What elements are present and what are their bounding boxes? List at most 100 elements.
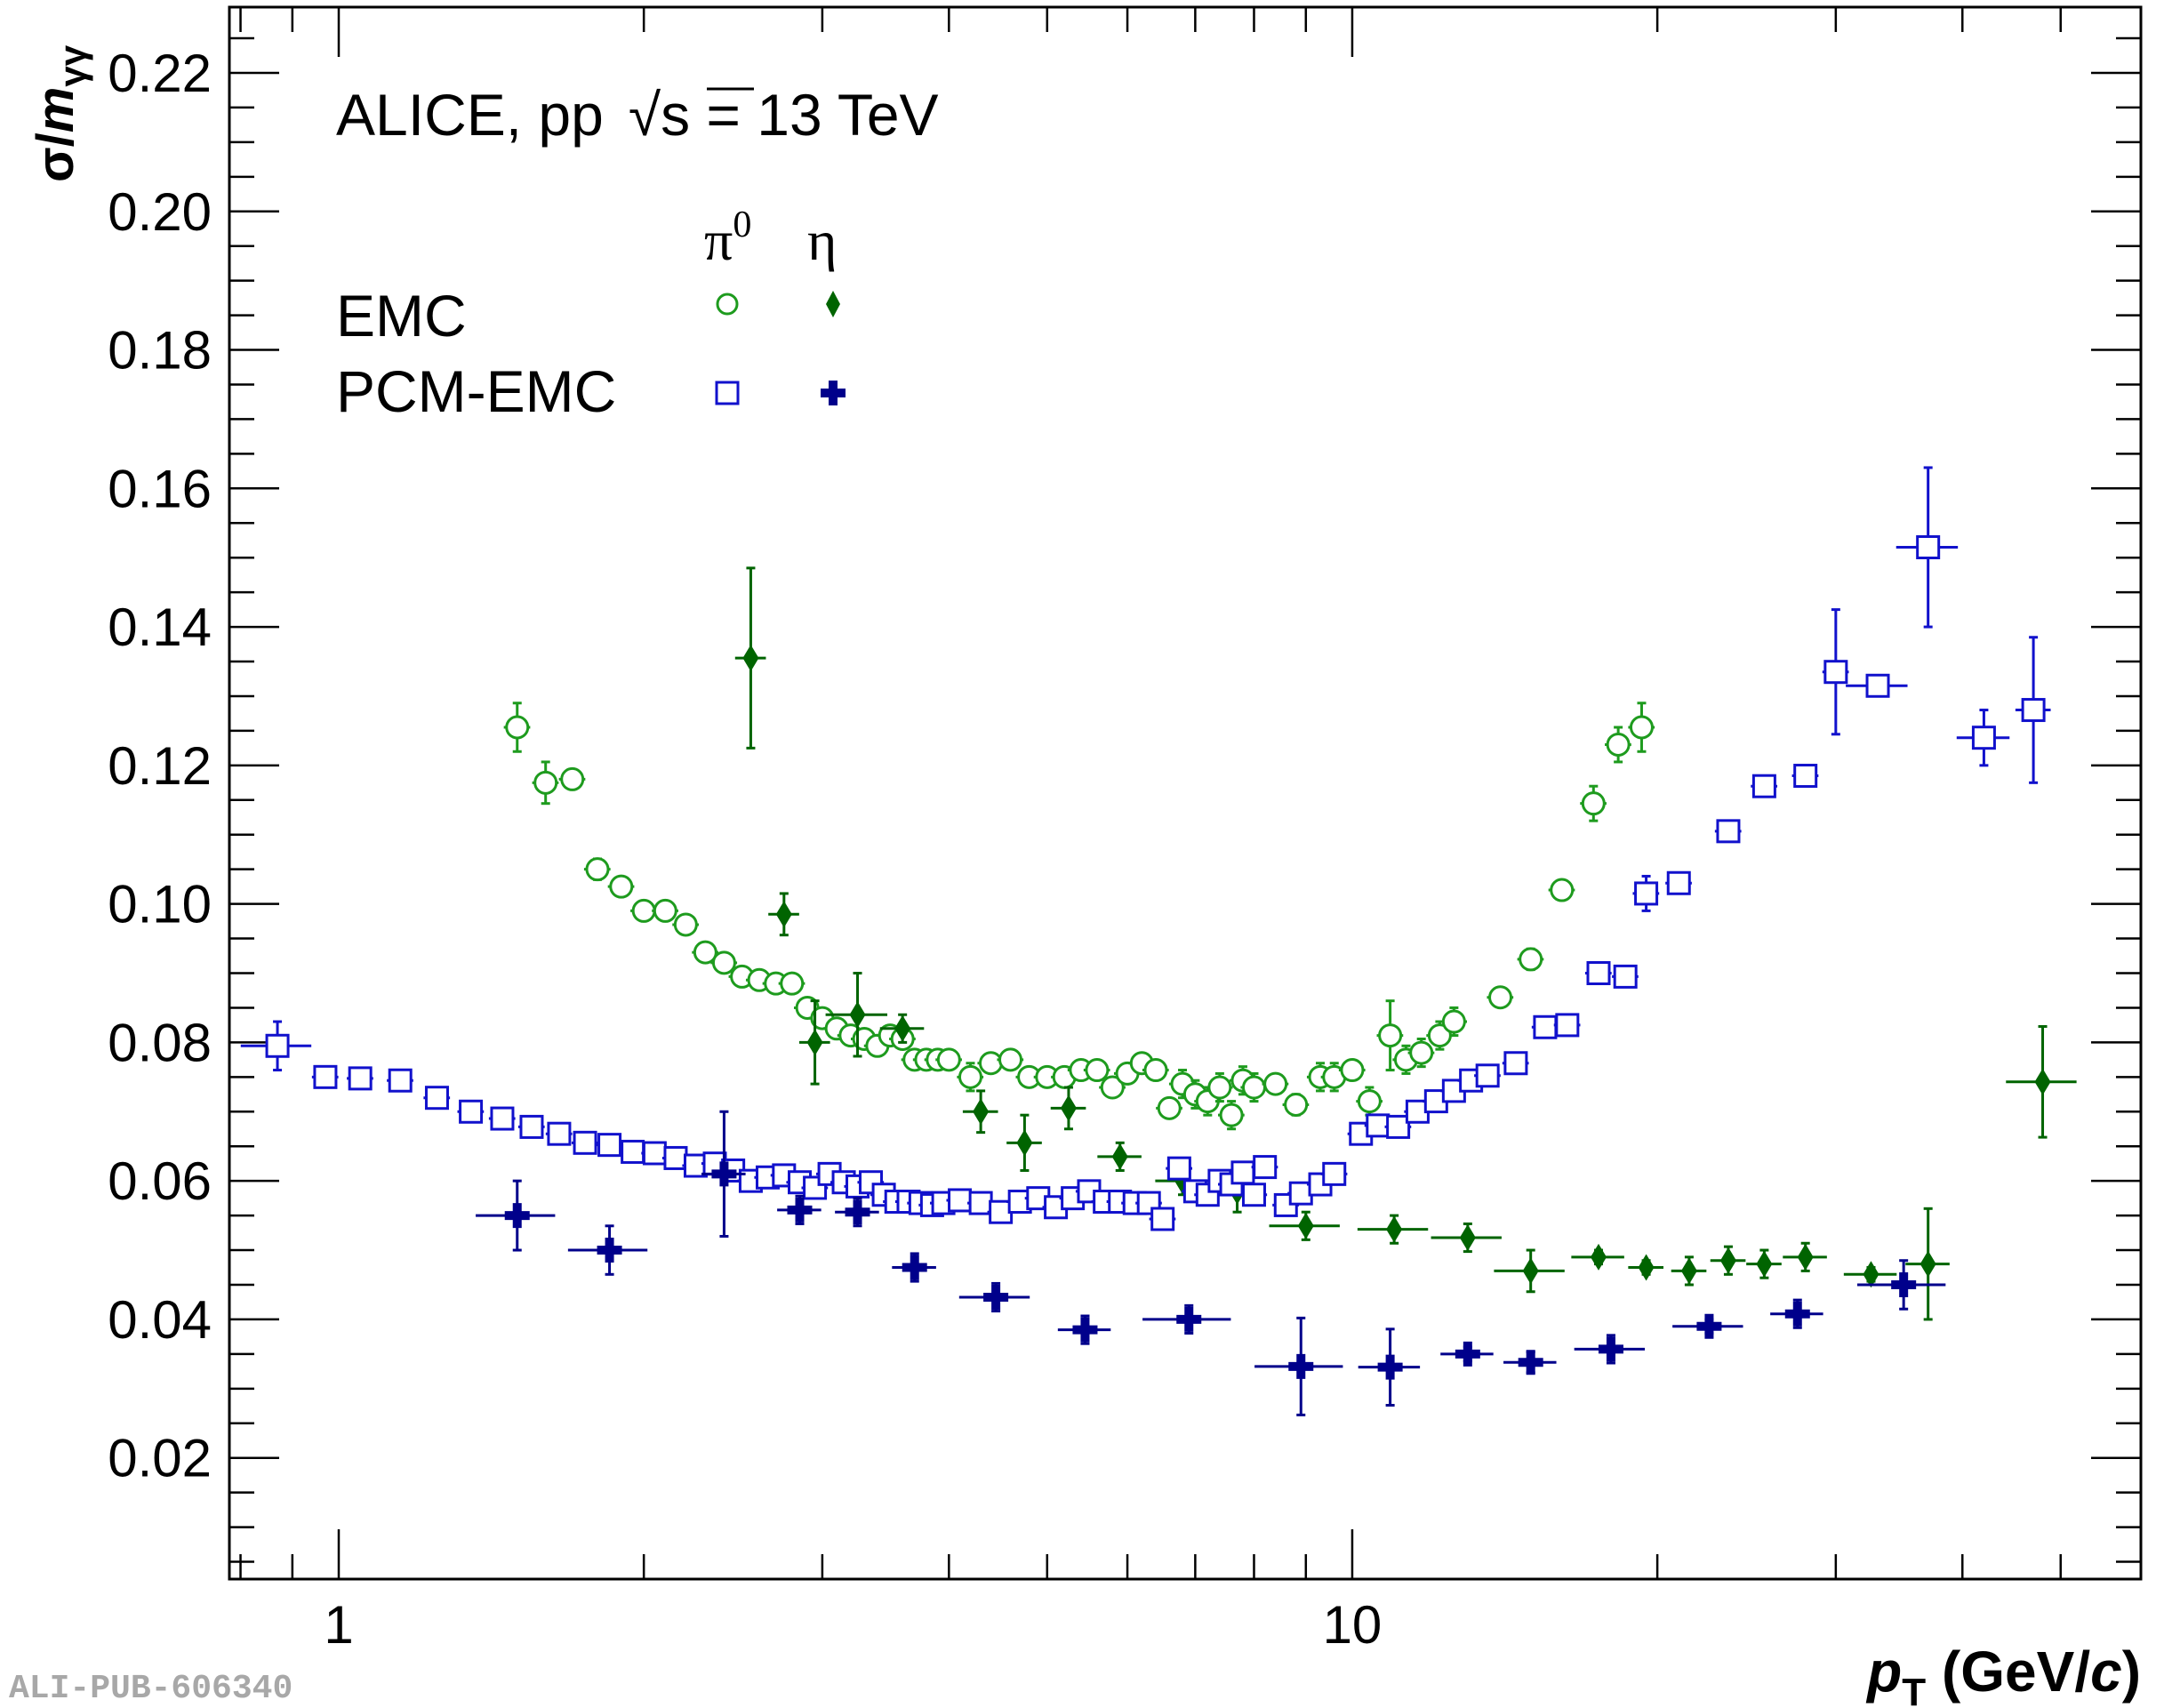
marker-filled-cross [1696,1313,1722,1339]
data-point [387,1068,413,1093]
data-point [1357,1214,1429,1245]
data-point [1440,1006,1468,1038]
marker-open-circle [936,1047,961,1072]
marker-open-circle [1488,985,1513,1010]
x-tick-label: 1 [324,1595,353,1655]
data-point [2006,1024,2077,1139]
data-point [1206,1071,1233,1103]
data-point [1612,964,1639,989]
marker-open-square [1793,764,1818,789]
data-point [1440,1341,1494,1367]
x-axis-label-unit-pre: (GeV/ [1926,1640,2090,1704]
marker-open-square [1555,1013,1580,1038]
marker-filled-diamond [742,645,759,672]
marker-open-square [1586,961,1611,986]
marker-filled-diamond [973,1098,990,1126]
x-axis-label: pT (GeV/c) [1865,1640,2141,1708]
marker-open-square [1366,1113,1391,1138]
series-3 [476,1110,1946,1416]
data-point [1229,1160,1256,1185]
marker-filled-diamond [1591,1243,1607,1271]
y-tick-label: 0.10 [108,875,212,934]
marker-filled-diamond [1297,1212,1314,1239]
marker-open-square [1322,1161,1347,1186]
x-axis-label-unit-c: c [2090,1640,2122,1704]
data-point [1338,1058,1366,1083]
marker-open-square [597,1133,622,1158]
marker-open-square [348,1066,373,1091]
marker-open-square [388,1068,413,1093]
marker-open-square [1386,1114,1411,1139]
y-tick-label: 0.12 [108,736,212,796]
marker-open-square [1751,774,1776,798]
y-axis-label-m: m [27,87,84,133]
marker-filled-cross [1288,1353,1314,1379]
marker-open-circle [1340,1058,1365,1083]
marker-open-square [1823,660,1848,685]
marker-filled-diamond [849,1001,866,1029]
x-axis-label-subscript: T [1902,1671,1926,1708]
marker-filled-diamond [1638,1254,1655,1281]
marker-open-circle [693,940,717,965]
data-point [558,766,586,791]
data-point [857,1170,885,1195]
marker-open-circle [1629,715,1654,740]
data-point [692,940,718,965]
data-point [1142,1058,1169,1083]
data-point [946,1188,974,1213]
y-axis-ticks [229,36,2141,1563]
data-point [768,892,799,937]
data-point [1358,1327,1421,1407]
data-point [1494,1248,1565,1294]
marker-open-square [1166,1156,1191,1181]
data-point [1376,999,1404,1072]
y-tick-label: 0.04 [108,1290,212,1350]
data-point [1822,608,1849,736]
marker-filled-diamond [1680,1257,1697,1285]
marker-open-square [1634,881,1659,906]
watermark: ALI-PUB-606340 [9,1670,293,1708]
marker-filled-diamond [1863,1261,1879,1288]
data-point [1240,1183,1268,1207]
data-point [962,1089,998,1135]
data-point [825,972,888,1058]
marker-open-circle [1581,791,1606,816]
data-point [1770,1298,1823,1329]
marker-open-square [621,1139,645,1164]
chart-title: ALICE, pp √s = 13 TeV [336,82,939,148]
data-point [571,1130,598,1155]
data-point [619,1139,646,1164]
data-point [835,1197,879,1228]
data-point [798,999,830,1086]
data-point [532,760,559,806]
data-point [1306,1172,1334,1197]
data-point [777,1194,822,1225]
marker-open-square [265,1033,290,1058]
y-tick-label: 0.16 [108,459,212,518]
data-point [1156,1095,1182,1120]
x-axis-label-unit-post: ) [2122,1640,2141,1704]
marker-filled-diamond [1060,1095,1077,1122]
y-axis-tick-labels: 0.02 0.04 0.06 0.08 0.10 0.12 0.14 0.16 0.18 0.20… [108,44,212,1488]
data-point [1287,1181,1314,1206]
marker-filled-cross [1455,1341,1480,1367]
x-axis-tick-labels: 1 10 [324,1595,1382,1655]
marker-open-square [519,1114,544,1139]
y-axis-label-subscript: γγ [52,44,93,86]
marker-open-circle [1207,1075,1232,1100]
data-point [1584,961,1612,986]
marker-open-circle [711,950,736,975]
marker-filled-diamond [1797,1243,1814,1271]
data-point [1083,1058,1110,1083]
legend: π0 η EMC PCM-EMC [336,204,846,424]
y-tick-label: 0.18 [108,321,212,381]
data-point [347,1066,373,1091]
data-point [423,1086,451,1111]
y-tick-label: 0.14 [108,597,212,657]
marker-filled-cross [1176,1306,1202,1332]
data-point [997,1047,1024,1072]
marker-open-square [1253,1155,1278,1180]
data-point [1714,819,1742,844]
series-2 [240,466,2051,1231]
